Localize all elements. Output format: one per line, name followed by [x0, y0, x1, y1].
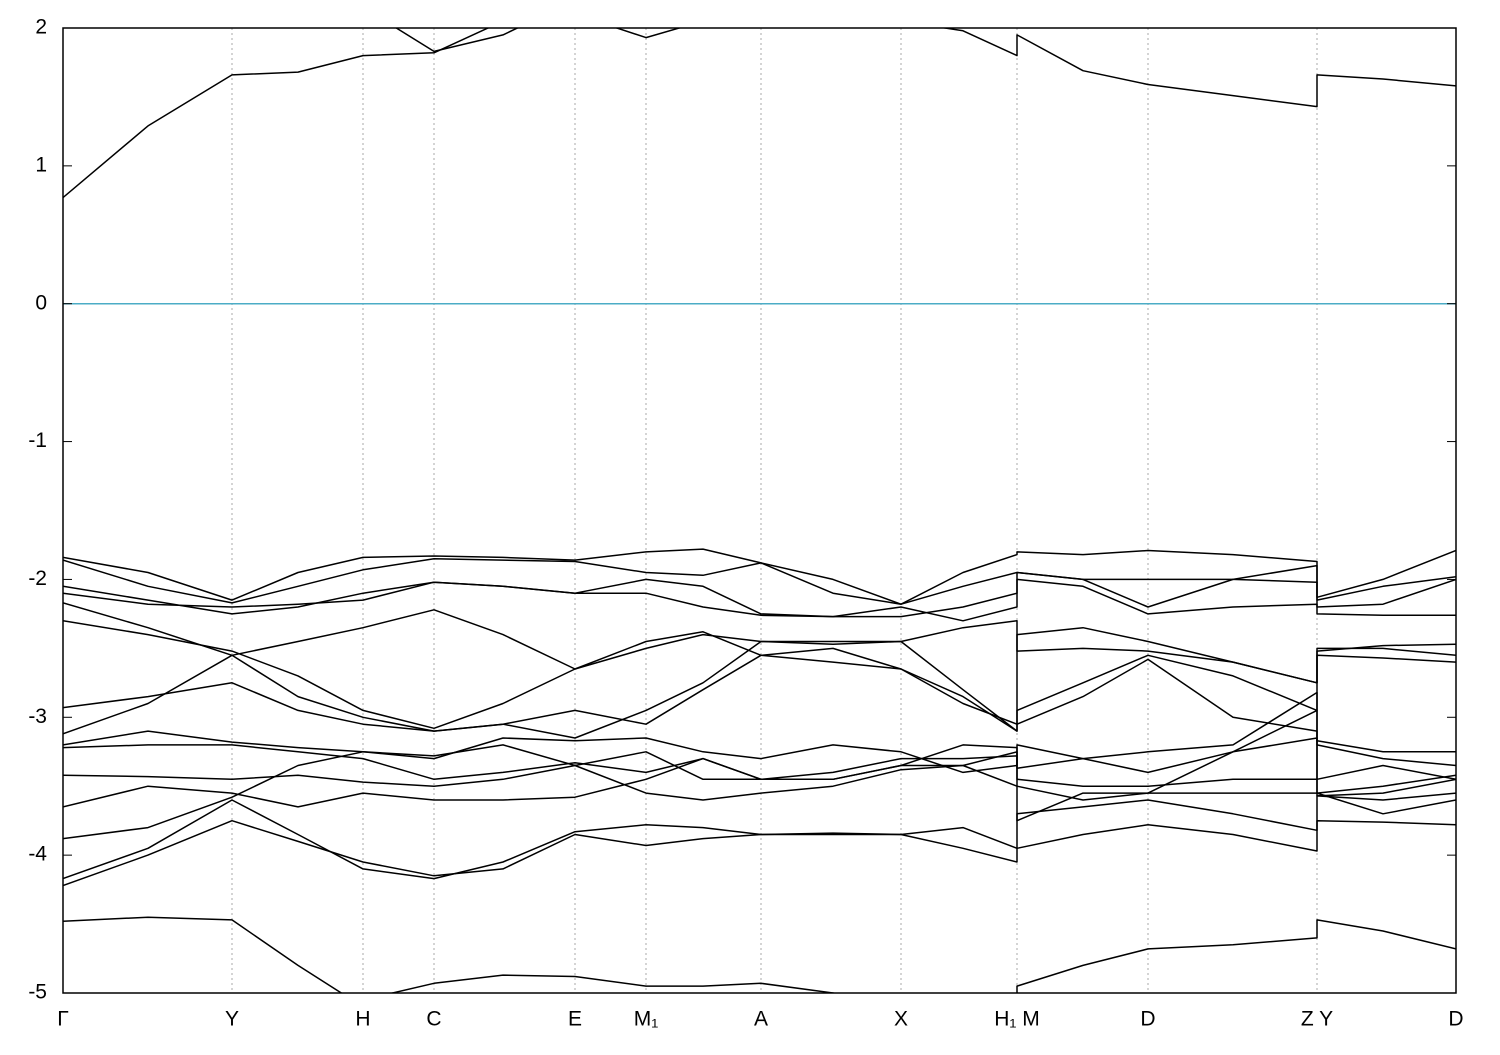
band-line	[63, 799, 1456, 880]
y-tick-label: -5	[28, 981, 47, 1004]
x-tick-label: Γ	[57, 1008, 69, 1031]
band-line	[63, 558, 1456, 608]
band-line	[63, 640, 1456, 753]
band-line	[63, 757, 1456, 808]
x-tick-label: D	[1448, 1008, 1463, 1031]
y-tick-label: 2	[35, 16, 47, 39]
band-line	[63, 28, 1456, 199]
y-tick-label: -3	[28, 705, 47, 728]
band-line	[63, 691, 1456, 774]
y-tick-label: 1	[35, 153, 47, 176]
x-tick-label: E	[568, 1008, 582, 1031]
x-tick-label: X	[894, 1008, 908, 1031]
band-line	[63, 916, 1456, 993]
plot-frame	[62, 27, 1457, 994]
plot-area	[63, 28, 1456, 993]
band-line	[63, 744, 1456, 794]
band-line	[63, 778, 1456, 887]
band-line	[63, 643, 1456, 732]
band-line	[394, 28, 520, 53]
x-tick-label: C	[426, 1008, 441, 1031]
x-tick-label: M₁	[634, 1008, 659, 1031]
band-line	[63, 548, 1456, 605]
y-tick-label: -4	[28, 843, 47, 866]
x-tick-label: H	[355, 1008, 370, 1031]
band-line	[63, 571, 1456, 618]
x-tick-label: A	[754, 1008, 768, 1031]
x-tick-label: H₁ M	[994, 1008, 1040, 1031]
x-tick-label: Z Y	[1301, 1008, 1333, 1031]
x-tick-label: Y	[225, 1008, 239, 1031]
band-line	[389, 974, 1021, 993]
y-tick-label: -1	[28, 429, 47, 452]
x-tick-label: D	[1140, 1008, 1155, 1031]
y-tick-label: 0	[35, 291, 47, 314]
band-line	[63, 709, 1456, 840]
band-line	[63, 620, 1456, 730]
y-tick-label: -2	[28, 567, 47, 590]
band-line	[63, 578, 1456, 622]
